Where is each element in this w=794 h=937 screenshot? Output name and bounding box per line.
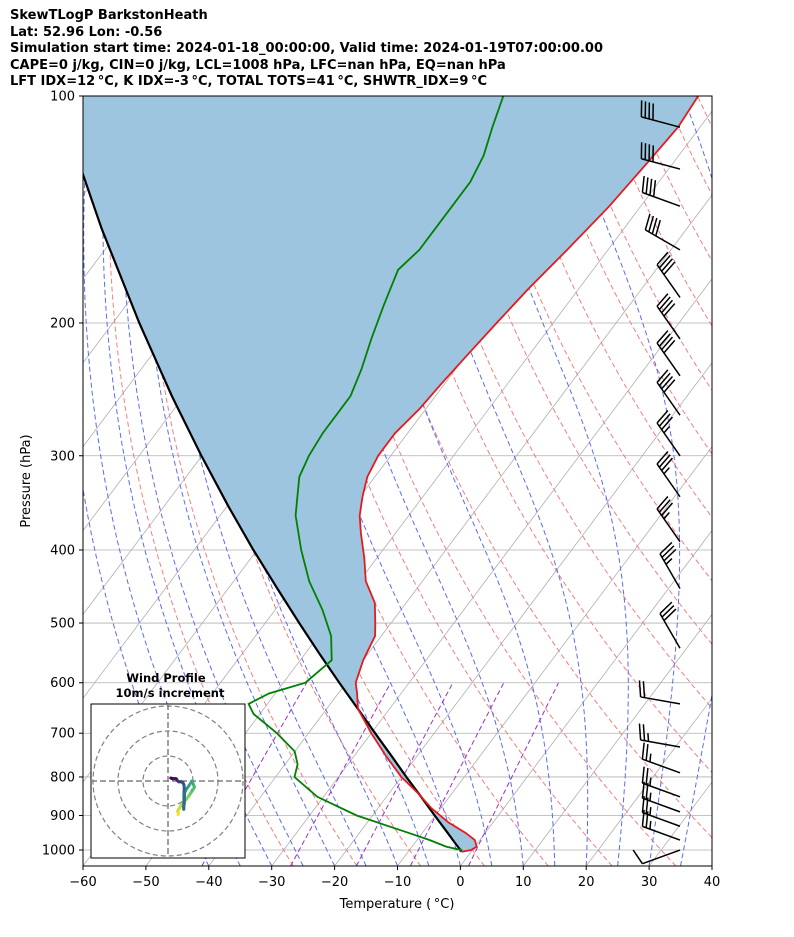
wind-barb [641, 742, 681, 774]
isotherm-gridline [334, 362, 712, 866]
x-tick-label: −20 [321, 875, 348, 890]
dry-adiabat [631, 96, 712, 262]
wind-barb [632, 849, 681, 865]
mixing-ratio-line [409, 682, 505, 866]
isotherm-gridline [711, 865, 712, 866]
x-tick-label: −50 [132, 875, 159, 890]
x-tick-label: −30 [258, 875, 285, 890]
isotherm-gridline [83, 96, 95, 112]
dry-adiabat [501, 96, 712, 519]
dry-adiabat [664, 96, 712, 196]
wind-barb [644, 213, 681, 251]
wind-barb [656, 369, 681, 416]
isotherm-gridline [208, 194, 712, 866]
y-tick-label: 200 [50, 316, 75, 331]
simulation-times: Simulation start time: 2024-01-18_00:00:… [10, 41, 603, 56]
wind-barb [640, 142, 681, 170]
y-tick-label: 300 [50, 449, 75, 464]
moist-adiabat [206, 96, 430, 866]
moist-adiabat [141, 96, 336, 866]
dry-adiabat [730, 96, 794, 866]
dry-adiabat [469, 96, 712, 582]
moist-adiabat [183, 96, 398, 866]
dry-adiabat [142, 96, 358, 866]
y-tick-label: 700 [50, 727, 75, 742]
chart-title: SkewTLogP BarkstonHeath [10, 8, 208, 23]
wind-barb [640, 100, 681, 128]
stability-indices-2: LFT IDX=12 °C, K IDX=-3 °C, TOTAL TOTS=4… [10, 74, 488, 89]
wind-barb [656, 451, 681, 498]
isotherm-gridline [522, 613, 712, 866]
axes-layer: −60 −50 −40 −30 −20 −10 0 10 20 30 40 100 200 300 400 5… [42, 90, 720, 891]
y-axis-label: Pressure (hPa) [19, 434, 34, 527]
x-tick-label: 10 [515, 875, 532, 890]
wind-barb [641, 766, 681, 798]
wind-barb [656, 293, 681, 340]
x-tick-label: 20 [578, 875, 595, 890]
cape-fill-layer [83, 96, 699, 852]
x-tick-label: 30 [641, 875, 658, 890]
moist-adiabat [232, 96, 461, 866]
wind-barb [641, 781, 681, 813]
x-tick-label: −40 [195, 875, 222, 890]
x-tick-label: −60 [69, 875, 96, 890]
mixing-ratio-line [290, 682, 392, 866]
dry-adiabat [371, 96, 712, 774]
moist-adiabat [161, 96, 367, 866]
x-axis-label: Temperature ( °C) [339, 897, 455, 912]
dry-adiabat [763, 96, 794, 866]
hodograph-inset [90, 703, 246, 859]
y-tick-label: 900 [50, 809, 75, 824]
dewpoint-profile-line [247, 96, 505, 853]
wind-barb [638, 723, 681, 748]
hodograph-title: Wind Profile [126, 671, 206, 685]
dry-adiabat [534, 96, 712, 455]
profile-lines-layer [83, 96, 699, 853]
wind-barb [659, 601, 681, 649]
hodograph-subtitle: 10m/s increment [116, 686, 225, 700]
moist-adiabat [467, 96, 629, 866]
cin-shaded-area [83, 96, 699, 852]
station-coordinates: Lat: 52.96 Lon: -0.56 [10, 24, 163, 40]
moist-adiabat [711, 863, 712, 866]
stability-indices-1: CAPE=0 j/kg, CIN=0 j/kg, LCL=1008 hPa, L… [10, 57, 506, 73]
wind-barb [656, 251, 681, 298]
x-tick-label: −10 [384, 875, 411, 890]
mixing-ratio-line [355, 682, 454, 866]
moist-adiabat [342, 96, 556, 866]
dry-adiabat [241, 96, 549, 866]
grid-layer [83, 96, 794, 866]
y-tick-label: 600 [50, 676, 75, 691]
wind-barb [656, 495, 681, 543]
moist-adiabat [680, 96, 712, 866]
y-tick-label: 400 [50, 543, 75, 558]
moist-adiabat [397, 96, 589, 866]
wind-barb [659, 541, 681, 589]
isotherm-gridline [585, 697, 712, 866]
y-tick-label: 1000 [42, 844, 75, 859]
x-tick-label: 0 [456, 875, 464, 890]
isotherm-gridline [648, 781, 712, 866]
wind-barbs-layer [632, 100, 681, 865]
y-tick-label: 100 [50, 90, 75, 105]
mixing-ratio-line [468, 682, 559, 866]
wind-barb [638, 680, 681, 705]
y-tick-label: 800 [50, 770, 75, 785]
parcel-profile-line [83, 171, 463, 853]
wind-barb [656, 330, 681, 377]
chart-title-block: SkewTLogP BarkstonHeath Lat: 52.96 Lon: … [10, 8, 603, 91]
temperature-profile-line [354, 96, 699, 853]
moist-adiabat [298, 96, 524, 866]
moist-adiabat [121, 96, 304, 866]
isotherm-gridline [460, 529, 712, 866]
wind-barb [641, 176, 681, 207]
dry-adiabat [403, 96, 712, 709]
dry-adiabat [108, 96, 294, 866]
isotherm-gridline [271, 278, 712, 866]
y-tick-label: 500 [50, 617, 75, 632]
x-tick-label: 40 [704, 875, 721, 890]
dry-adiabat [599, 96, 712, 327]
wind-barb [656, 410, 681, 457]
